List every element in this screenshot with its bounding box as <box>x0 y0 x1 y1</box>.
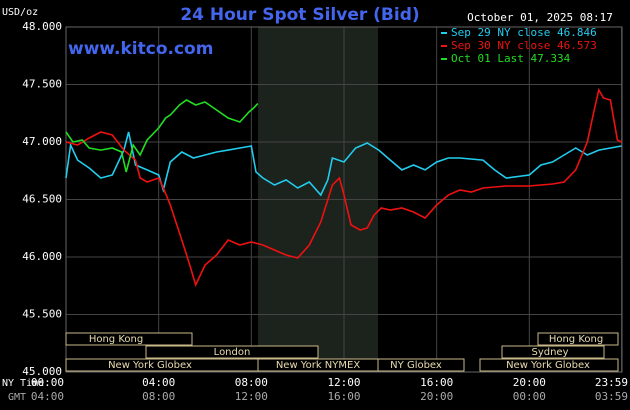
y-tick-label: 45.000 <box>22 365 62 378</box>
y-tick-label: 46.000 <box>22 250 62 263</box>
x-tick-label: 20:00 <box>513 376 546 389</box>
session-label: NY Globex <box>390 360 442 371</box>
x2-tick-label: 04:00 <box>31 390 64 403</box>
series-line <box>65 131 622 197</box>
session-label: Sydney <box>531 347 568 358</box>
y-label: USD/oz <box>2 7 38 18</box>
legend-label: Oct 01 Last 47.334 <box>451 52 571 65</box>
x2-tick-label: 16:00 <box>327 390 360 403</box>
session-box <box>145 345 319 359</box>
x-tick-label: 00:00 <box>31 376 64 389</box>
session-label: New York Globex <box>108 360 192 371</box>
x-tick-label: 08:00 <box>235 376 268 389</box>
x2-tick-label: 08:00 <box>142 390 175 403</box>
x2-tick-label: 03:59 <box>595 390 628 403</box>
x-tick-label: 16:00 <box>420 376 453 389</box>
session-label: New York NYMEX <box>276 360 361 371</box>
legend-label: Sep 29 NY close 46.846 <box>451 26 597 39</box>
x2-tick-label: 00:00 <box>513 390 546 403</box>
x-tick-label: 04:00 <box>142 376 175 389</box>
x-tick-label: 12:00 <box>327 376 360 389</box>
plot-frame <box>65 26 623 373</box>
y-tick-label: 47.500 <box>22 78 62 91</box>
chart-title: 24 Hour Spot Silver (Bid) <box>180 5 419 25</box>
source: www.kitco.com <box>68 39 213 59</box>
y-tick-label: 46.500 <box>22 193 62 206</box>
session-box <box>537 332 619 346</box>
x2-label: GMT <box>8 392 26 403</box>
timestamp: October 01, 2025 08:17 <box>467 11 613 24</box>
x2-tick-label: 20:00 <box>420 390 453 403</box>
session-label: Hong Kong <box>89 334 143 345</box>
y-tick-label: 47.000 <box>22 135 62 148</box>
session-label: New York Globex <box>506 360 590 371</box>
session-label: London <box>214 347 251 358</box>
grid <box>65 26 623 373</box>
session-label: Hong Kong <box>549 334 603 345</box>
series-line <box>65 99 259 173</box>
y-tick-label: 48.000 <box>22 20 62 33</box>
lines <box>65 87 622 288</box>
session-box <box>479 358 619 372</box>
session-box <box>501 345 605 359</box>
x-label: NY Time <box>2 378 44 389</box>
session-box <box>377 358 465 372</box>
x-tick-label: 23:59 <box>595 376 628 389</box>
y-tick-label: 45.500 <box>22 308 62 321</box>
legend-label: Sep 30 NY close 46.573 <box>451 39 597 52</box>
series-line <box>65 87 622 288</box>
session-box <box>65 332 193 346</box>
x2-tick-label: 12:00 <box>235 390 268 403</box>
sessions: Hong Kong London New York Globex New Yor… <box>65 332 619 372</box>
